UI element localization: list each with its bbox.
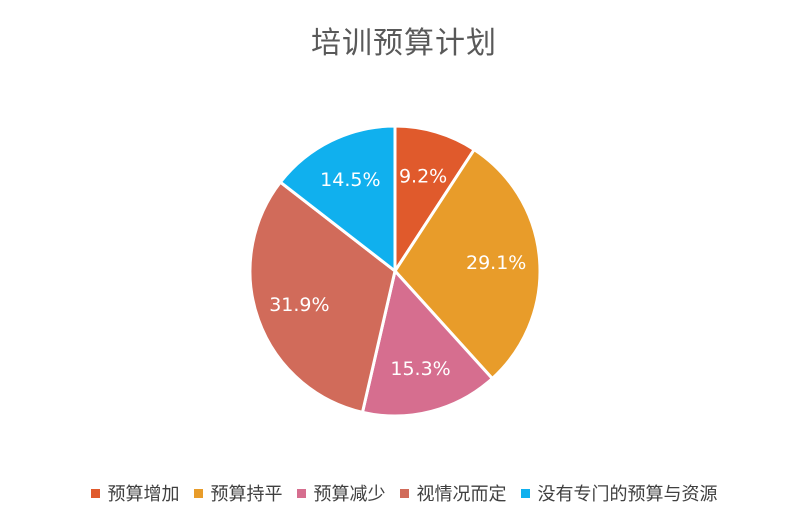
slice-data-label-5: 14.5% [320,169,380,191]
legend-label: 没有专门的预算与资源 [537,484,718,505]
legend-item-2: 预算持平 [193,480,283,506]
legend-swatch [399,488,409,498]
legend-swatch [90,488,100,498]
slice-data-label-4: 31.9% [269,294,329,316]
legend-item-5: 没有专门的预算与资源 [520,480,718,506]
legend-label: 预算减少 [313,484,386,505]
legend-item-4: 视情况而定 [399,480,507,506]
legend-label: 视情况而定 [416,484,507,505]
slice-data-label-3: 15.3% [390,358,450,380]
pie-slice-4 [248,180,397,414]
pie-slice-2 [393,148,542,381]
legend-swatch [193,488,203,498]
pie-slice-3 [360,269,494,418]
legend-item-3: 预算减少 [296,480,386,506]
chart-title: 培训预算计划 [311,26,497,61]
chart-legend: 预算增加 预算持平 预算减少 视情况而定 没有专门的预算与资源 [0,480,808,506]
pie-slice-5 [278,124,397,273]
legend-swatch [296,488,306,498]
legend-label: 预算持平 [210,484,283,505]
slice-data-label-2: 29.1% [466,252,526,274]
legend-swatch [520,488,530,498]
slice-data-label-1: 9.2% [399,165,447,187]
legend-item-1: 预算增加 [90,480,180,506]
legend-label: 预算增加 [107,484,180,505]
pie-slice-1 [393,124,476,273]
